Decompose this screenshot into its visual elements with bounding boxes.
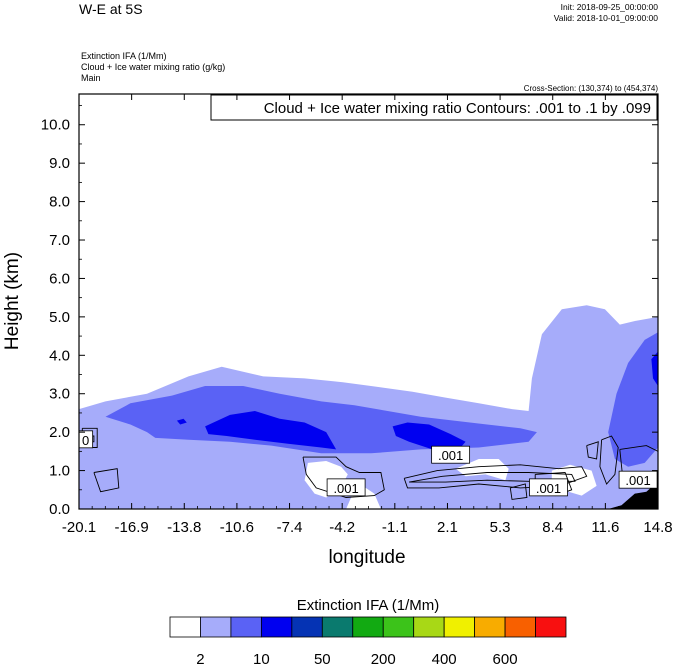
x-tick-label: -20.1 [62, 519, 96, 536]
contour-label-4: 0 [79, 430, 94, 449]
clear-gap-bottom [346, 485, 381, 509]
colorbar-swatch-10 [474, 616, 506, 638]
colorbar-tick-label: 600 [493, 651, 518, 667]
contour-info-box [210, 94, 658, 121]
colorbar-tick-label: 10 [253, 651, 270, 667]
y-tick-label: 9.0 [49, 155, 70, 172]
x-tick-label: 8.4 [542, 519, 563, 536]
colorbar-swatch-8 [413, 616, 445, 638]
x-axis-title: longitude [328, 547, 405, 568]
colorbar-tick-label: 200 [371, 651, 396, 667]
axes: -20.1 -16.9 -13.8 -10.6 -7.4 -4.2 -1.1 2.1 5.3 8.… [41, 94, 673, 536]
field-name-mixing-ratio: Cloud + Ice water mixing ratio (g/kg) [81, 62, 225, 72]
colorbar-tick-label: 2 [196, 651, 204, 667]
colorbar-swatch-12 [535, 616, 567, 638]
colorbar-swatch-11 [504, 616, 536, 638]
cross-section-label: Cross-Section: (130,374) to (454,374) [524, 84, 659, 93]
field-name-extinction: Extinction IFA (1/Mm) [81, 51, 167, 61]
colorbar: 2 10 50 200 400 600 [169, 616, 567, 667]
x-tick-label: -4.2 [329, 519, 355, 536]
y-tick-label: 10.0 [41, 117, 70, 134]
y-tick-label: 0.0 [49, 501, 70, 518]
contour-label-text: .001 [438, 448, 463, 463]
extinction-level-3-d-6 [651, 351, 658, 386]
contour-info-text: Cloud + Ice water mixing ratio Contours:… [264, 100, 651, 117]
x-tick-label: 5.3 [490, 519, 511, 536]
x-tick-label: -16.9 [115, 519, 149, 536]
y-tick-label: 1.0 [49, 463, 70, 480]
valid-time: Valid: 2018-10-01_09:00:00 [554, 13, 659, 23]
contour-label-box [431, 445, 471, 464]
contour-line-1 [403, 464, 588, 489]
contour-line-7 [599, 435, 619, 485]
extinction-level-3-3 [205, 411, 337, 450]
y-tick-label: 2.0 [49, 424, 70, 441]
colorbar-swatch-4 [291, 616, 323, 638]
colorbar-swatch-0 [169, 616, 201, 638]
chart-title: W-E at 5S [79, 1, 143, 17]
contour-label-text: .001 [536, 481, 561, 496]
contour-label-box [79, 430, 94, 449]
contour-line-9 [586, 441, 599, 460]
x-tick-label: -1.1 [382, 519, 408, 536]
y-tick-label: 6.0 [49, 270, 70, 287]
contour-label-3: .001 [618, 470, 658, 489]
colorbar-swatch-5 [321, 616, 354, 638]
colorbar-swatch-6 [352, 616, 384, 638]
colorbar-swatch-7 [382, 616, 415, 638]
x-tick-label: 2.1 [437, 519, 458, 536]
contour-label-box [326, 478, 366, 497]
terrain [608, 482, 658, 509]
y-tick-label: 7.0 [49, 232, 70, 249]
x-tick-label: -10.6 [220, 519, 254, 536]
x-tick-label: -7.4 [277, 519, 303, 536]
clear-gap-mid [455, 459, 509, 481]
contour-label-box [618, 470, 658, 489]
contour-line-4 [93, 468, 120, 493]
contour-label-0: .001 [431, 445, 471, 464]
x-tick-label: -13.8 [167, 519, 201, 536]
contour-line-10 [509, 483, 528, 500]
y-tick-label: 3.0 [49, 386, 70, 403]
contour-label-text: .001 [333, 481, 358, 496]
contour-label-text: 0 [82, 433, 89, 448]
x-tick-label: 14.8 [643, 519, 672, 536]
y-tick-label: 5.0 [49, 309, 70, 326]
colorbar-tick-label: 50 [314, 651, 331, 667]
contour-label-box [529, 478, 568, 497]
field-name-main: Main [81, 73, 101, 83]
y-tick-label: 8.0 [49, 194, 70, 211]
contour-label-text: .001 [625, 473, 650, 488]
y-tick-label: 4.0 [49, 347, 70, 364]
colorbar-swatch-3 [260, 616, 293, 638]
colorbar-title: Extinction IFA (1/Mm) [297, 597, 440, 614]
extinction-level-3-b-4 [392, 422, 466, 450]
contour-label-2: .001 [529, 478, 568, 497]
extinction-level-2-east-2 [608, 332, 658, 467]
colorbar-tick-label: 400 [432, 651, 457, 667]
y-axis-title: Height (km) [2, 252, 23, 350]
x-tick-label: 11.6 [591, 519, 619, 536]
plot-area: .001 .001 .001 .001 0 [79, 305, 658, 509]
extinction-level-3-c-5 [176, 418, 187, 425]
colorbar-swatch-1 [200, 616, 232, 638]
colorbar-swatch-2 [230, 616, 262, 638]
contour-line-0 [302, 456, 385, 498]
contour-line-2 [409, 472, 576, 483]
init-time: Init: 2018-09-25_00:00:00 [561, 2, 659, 12]
extinction-level-1-0 [79, 305, 658, 509]
contour-label-1: .001 [326, 478, 366, 497]
colorbar-swatch-9 [443, 616, 476, 638]
